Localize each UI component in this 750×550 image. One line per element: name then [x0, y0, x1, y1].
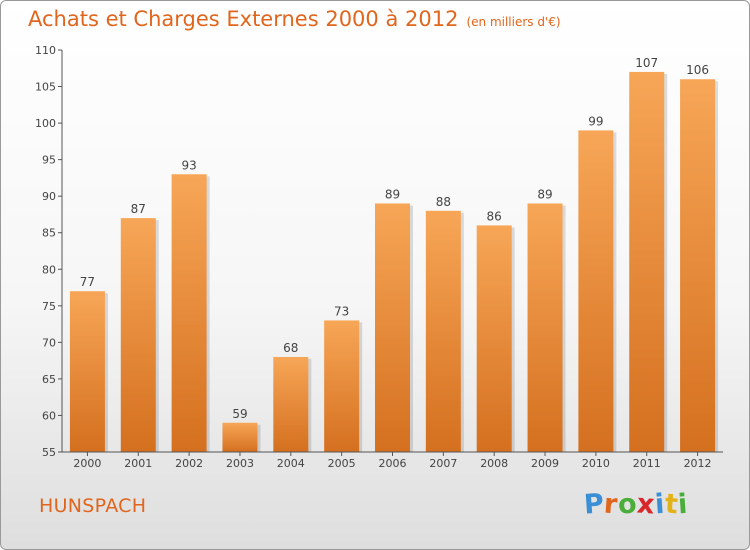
y-tick-label: 105: [35, 81, 56, 94]
y-tick-label: 85: [42, 227, 56, 240]
bar-2002: [171, 174, 207, 452]
data-label: 73: [334, 304, 349, 318]
y-tick-label: 110: [35, 44, 56, 57]
bar-2000: [69, 291, 105, 452]
y-tick-label: 100: [35, 117, 56, 130]
bar-2006: [375, 203, 410, 452]
x-tick-label: 2000: [73, 457, 101, 470]
x-tick-label: 2010: [582, 457, 610, 470]
brand-logo: Proxiti: [582, 488, 690, 521]
data-label: 89: [537, 187, 552, 201]
x-tick-label: 2003: [226, 457, 254, 470]
bar-2012: [680, 79, 716, 453]
x-tick-label: 2012: [684, 457, 712, 470]
x-tick-label: 2009: [531, 457, 559, 470]
data-label: 59: [232, 407, 247, 421]
y-tick-label: 75: [42, 300, 56, 313]
bar-2009: [527, 203, 563, 452]
x-tick-label: 2007: [429, 457, 457, 470]
y-tick-label: 55: [42, 446, 56, 459]
y-tick-label: 60: [42, 409, 56, 422]
y-tick-label: 90: [42, 190, 56, 203]
bar-2007: [425, 210, 461, 452]
axes: 2000 2001 2002 2003 2004 2005 2006 2007 2008 2009…: [35, 44, 723, 470]
data-label: 87: [131, 202, 146, 216]
data-label: 93: [181, 158, 196, 172]
chart-title-block: Achats et Charges Externes 2000 à 2012 (e…: [28, 7, 561, 31]
x-tick-label: 2006: [379, 457, 407, 470]
x-tick-label: 2011: [633, 457, 661, 470]
bar-2008: [476, 225, 512, 452]
x-tick-label: 2002: [175, 457, 203, 470]
bar-2003: [222, 422, 258, 452]
y-tick-label: 80: [42, 263, 56, 276]
data-label: 89: [385, 187, 400, 201]
chart-title: Achats et Charges Externes 2000 à 2012: [28, 7, 459, 31]
brand-letter: P: [582, 488, 606, 521]
data-label: 106: [686, 63, 709, 77]
bar-2005: [324, 320, 360, 452]
data-label: 86: [487, 209, 502, 223]
brand-letter: x: [636, 488, 657, 521]
x-tick-label: 2004: [277, 457, 305, 470]
data-label: 68: [283, 341, 298, 355]
chart-subtitle: (en milliers d'€): [466, 15, 561, 29]
data-label: 88: [436, 195, 451, 209]
data-label: 77: [80, 275, 95, 289]
bar-2010: [578, 130, 614, 452]
y-tick-label: 65: [42, 373, 56, 386]
bar-2011: [629, 71, 665, 452]
data-label: 107: [635, 56, 658, 70]
bar-2001: [120, 218, 156, 452]
x-tick-label: 2005: [328, 457, 356, 470]
x-tick-label: 2001: [124, 457, 152, 470]
data-label: 99: [588, 114, 603, 128]
brand-letter: o: [617, 488, 639, 521]
y-tick-label: 95: [42, 154, 56, 167]
bar-series: 77 87 93 59 68 73 89 88 86 89 99 107 106: [69, 56, 719, 453]
location-name: HUNSPACH: [39, 495, 147, 517]
x-tick-label: 2008: [480, 457, 508, 470]
y-tick-label: 70: [42, 336, 56, 349]
brand-letter: i: [677, 488, 690, 521]
bar-2004: [273, 356, 309, 452]
